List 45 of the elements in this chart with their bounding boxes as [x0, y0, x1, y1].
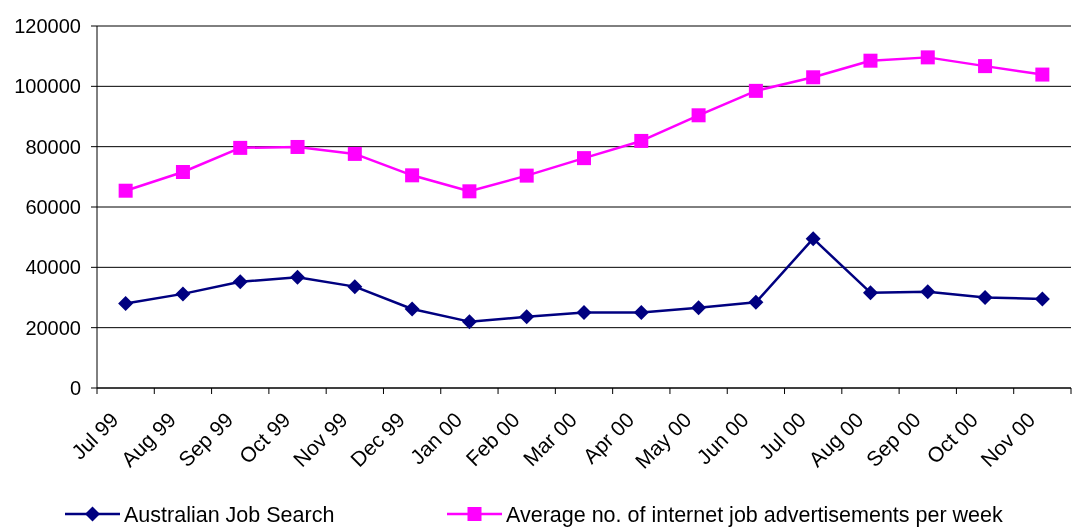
y-tick-label: 60000 — [25, 196, 81, 218]
point — [576, 305, 592, 321]
point — [347, 279, 363, 295]
point — [519, 168, 534, 183]
point — [461, 314, 477, 330]
point — [404, 301, 420, 317]
point — [577, 151, 591, 166]
point — [691, 108, 706, 123]
y-tick-label: 100000 — [14, 75, 81, 98]
point — [748, 294, 764, 310]
y-tick-label: 40000 — [25, 256, 81, 279]
point — [1034, 291, 1050, 307]
point — [862, 285, 878, 301]
point — [118, 296, 134, 312]
point — [748, 83, 763, 98]
y-tick-label: 120000 — [14, 15, 81, 37]
point — [405, 168, 420, 183]
point — [232, 274, 248, 290]
x-tick-label: Jun 00 — [692, 407, 753, 469]
point — [863, 53, 878, 68]
y-tick-label: 20000 — [25, 316, 81, 339]
y-tick-label: 0 — [69, 377, 81, 399]
point — [633, 305, 649, 321]
point — [977, 290, 993, 305]
point — [175, 165, 190, 180]
legend-label: Australian Job Search — [124, 502, 335, 527]
point — [118, 183, 133, 198]
point — [920, 50, 935, 65]
point — [634, 133, 649, 148]
legend-label: Average no. of internet job advertisements per week — [506, 502, 1004, 527]
point — [1035, 67, 1050, 82]
point — [290, 139, 305, 154]
y-tick-label: 80000 — [25, 135, 81, 158]
point — [691, 300, 707, 316]
point — [519, 309, 535, 325]
point — [233, 140, 248, 155]
point — [347, 146, 362, 161]
point — [806, 70, 821, 85]
point — [805, 231, 821, 247]
point — [175, 286, 191, 302]
point — [920, 284, 936, 300]
point — [978, 59, 993, 74]
x-tick-label: Nov 00 — [976, 407, 1040, 472]
point — [462, 184, 477, 199]
point — [290, 269, 306, 285]
